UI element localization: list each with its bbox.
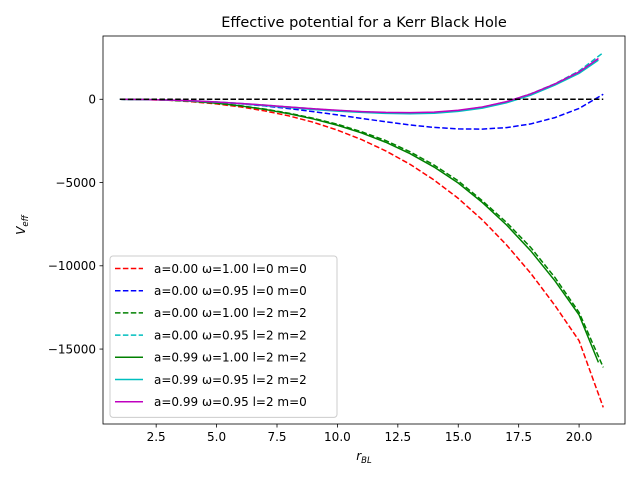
legend-entry-label: a=0.00 ω=0.95 l=0 m=0 (154, 284, 307, 298)
x-tick-label: 2.5 (147, 430, 166, 444)
y-tick-label: −5000 (55, 176, 96, 190)
x-tick-label: 15.0 (445, 430, 472, 444)
y-tick-label: −15000 (48, 342, 96, 356)
legend-box (109, 255, 338, 418)
legend-entry-label: a=0.99 ω=0.95 l=2 m=2 (154, 373, 307, 387)
legend-entry-label: a=0.00 ω=0.95 l=2 m=2 (154, 328, 307, 342)
plot-frame (102, 35, 626, 425)
series-line-6 (119, 57, 599, 114)
x-tick-label: 10.0 (324, 430, 351, 444)
x-tick-label: 12.5 (384, 430, 411, 444)
y-tick-label: −10000 (48, 259, 96, 273)
x-tick-label: 20.0 (566, 430, 593, 444)
legend-entry-label: a=0.99 ω=0.95 l=2 m=0 (154, 395, 307, 409)
x-tick-label: 5.0 (207, 430, 226, 444)
legend-entry-label: a=0.00 ω=1.00 l=2 m=2 (154, 306, 307, 320)
x-axis-label: rBL (356, 449, 372, 466)
y-axis: 0 −5000 −10000 −15000 (48, 93, 103, 356)
x-axis-label-main: r (356, 449, 362, 463)
x-axis: 2.5 5.0 7.5 10.0 12.5 15.0 17.5 20.0 (147, 424, 593, 444)
chart-title: Effective potential for a Kerr Black Hol… (221, 15, 507, 31)
y-axis-label-sub: eff (21, 214, 31, 226)
x-tick-label: 7.5 (267, 430, 286, 444)
legend: a=0.00 ω=1.00 l=0 m=0 a=0.00 ω=0.95 l=0 m… (109, 255, 338, 418)
legend-entry-label: a=0.99 ω=1.00 l=2 m=2 (154, 351, 307, 365)
series-lines (119, 52, 604, 408)
legend-entry-label: a=0.00 ω=1.00 l=0 m=0 (154, 262, 307, 276)
y-axis-label-main: V (14, 226, 28, 235)
y-tick-label: 0 (88, 93, 96, 107)
x-axis-label-sub: BL (361, 456, 372, 466)
x-tick-label: 17.5 (505, 430, 532, 444)
plot-area (102, 35, 626, 425)
y-axis-label: Veff (14, 214, 31, 234)
